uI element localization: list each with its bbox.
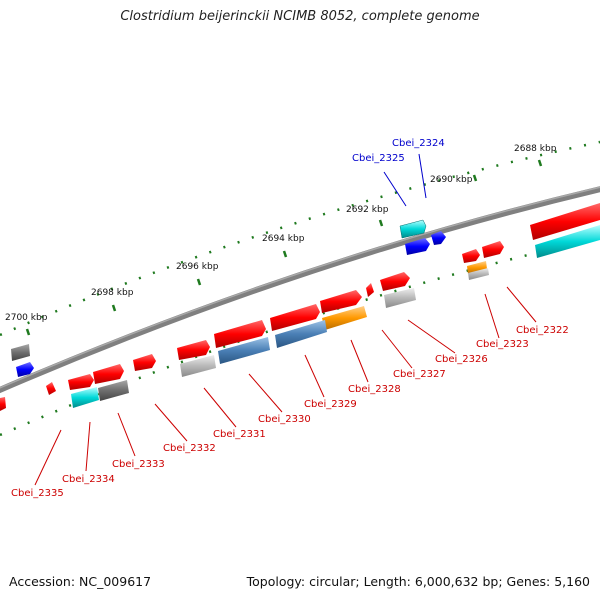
gene-red-edge[interactable] bbox=[0, 397, 6, 411]
gene-cbei-2322[interactable] bbox=[530, 203, 600, 240]
gene-cbei-2329[interactable] bbox=[275, 320, 327, 348]
gene-red-small-1[interactable] bbox=[462, 249, 480, 263]
major-tick bbox=[196, 278, 202, 286]
tick-label-2696: 2696 kbp bbox=[176, 262, 219, 272]
major-tick bbox=[111, 304, 117, 312]
reverse-features bbox=[0, 203, 600, 411]
leader-cbei-2325 bbox=[383, 171, 407, 207]
gene-cbei-2334[interactable] bbox=[71, 387, 99, 408]
major-tick bbox=[25, 328, 31, 336]
major-ticks bbox=[25, 159, 543, 336]
gene-cbei-2325[interactable] bbox=[399, 219, 427, 239]
tick-label-2690: 2690 kbp bbox=[430, 175, 473, 185]
label-cbei-2323: Cbei_2323 bbox=[476, 339, 529, 350]
tick-label-2694: 2694 kbp bbox=[262, 234, 305, 244]
gene-cbei-2327[interactable] bbox=[320, 290, 362, 313]
gene-cbei-2322-b[interactable] bbox=[535, 225, 600, 258]
label-cbei-2334: Cbei_2334 bbox=[62, 474, 115, 485]
forward-features bbox=[11, 219, 446, 377]
gene-red-tiny[interactable] bbox=[366, 283, 374, 297]
gene-cbei-2330-red[interactable] bbox=[214, 320, 266, 348]
leader-cbei-2323 bbox=[484, 293, 500, 339]
gene-cbei-2332[interactable] bbox=[133, 354, 156, 371]
gene-orange-small[interactable] bbox=[467, 261, 487, 274]
label-cbei-2327: Cbei_2327 bbox=[393, 369, 446, 380]
genome-backbone-highlight bbox=[0, 186, 600, 389]
leader-cbei-2332 bbox=[154, 403, 188, 442]
gene-cbei-2333[interactable] bbox=[98, 380, 129, 401]
major-tick bbox=[472, 174, 478, 182]
label-cbei-2328: Cbei_2328 bbox=[348, 384, 401, 395]
tick-label-2700: 2700 kbp bbox=[5, 313, 48, 323]
leader-cbei-2326 bbox=[407, 319, 456, 354]
leader-cbei-2328 bbox=[350, 339, 369, 383]
leader-cbei-2335 bbox=[34, 429, 62, 486]
gene-cbei-2334-red[interactable] bbox=[68, 374, 94, 390]
major-tick bbox=[378, 219, 384, 227]
gene-cbei-2333-red[interactable] bbox=[93, 364, 124, 384]
leader-cbei-2327 bbox=[381, 329, 413, 369]
gene-cbei-2326[interactable] bbox=[380, 272, 410, 291]
leader-cbei-2322 bbox=[506, 286, 537, 323]
label-cbei-2325: Cbei_2325 bbox=[352, 153, 405, 164]
label-cbei-2324: Cbei_2324 bbox=[392, 138, 445, 149]
gene-cbei-2323[interactable] bbox=[482, 241, 504, 258]
genome-stats-text: Topology: circular; Length: 6,000,632 bp… bbox=[246, 574, 590, 589]
label-cbei-2326: Cbei_2326 bbox=[435, 354, 488, 365]
major-tick bbox=[282, 250, 288, 258]
gene-labels: Cbei_2325 Cbei_2324 Cbei_2322 Cbei_2323 … bbox=[11, 138, 569, 499]
label-cbei-2330: Cbei_2330 bbox=[258, 414, 311, 425]
gene-feature-blue[interactable] bbox=[16, 362, 34, 377]
map-title: Clostridium beijerinckii NCIMB 8052, com… bbox=[120, 9, 480, 24]
leader-cbei-2330 bbox=[248, 373, 283, 413]
gene-cbei-2331-red[interactable] bbox=[177, 340, 210, 360]
leader-cbei-2331 bbox=[203, 387, 237, 428]
accession-text: Accession: NC_009617 bbox=[9, 574, 152, 589]
leader-cbei-2329 bbox=[304, 354, 325, 398]
label-leaders bbox=[34, 153, 537, 486]
gene-cbei-2329-red[interactable] bbox=[270, 304, 320, 331]
tick-label-2692: 2692 kbp bbox=[346, 205, 389, 215]
leader-cbei-2333 bbox=[117, 412, 136, 457]
label-cbei-2329: Cbei_2329 bbox=[304, 399, 357, 410]
gene-cbei-2324-a[interactable] bbox=[405, 238, 430, 255]
leader-cbei-2324 bbox=[418, 153, 427, 199]
leader-cbei-2334 bbox=[85, 421, 91, 472]
gene-cbei-2335[interactable] bbox=[46, 382, 56, 395]
gene-feature-dark[interactable] bbox=[11, 344, 30, 361]
gene-cbei-2328[interactable] bbox=[322, 306, 367, 330]
genome-backbone bbox=[0, 186, 600, 394]
tick-label-2688: 2688 kbp bbox=[514, 144, 557, 154]
gene-grey-2326[interactable] bbox=[384, 288, 416, 308]
gene-grey-small[interactable] bbox=[468, 268, 489, 280]
major-tick bbox=[537, 159, 543, 167]
label-cbei-2335: Cbei_2335 bbox=[11, 488, 64, 499]
tick-label-2698: 2698 kbp bbox=[91, 288, 134, 298]
gene-cbei-2324-b[interactable] bbox=[431, 231, 446, 245]
label-cbei-2333: Cbei_2333 bbox=[112, 459, 165, 470]
label-cbei-2332: Cbei_2332 bbox=[163, 443, 216, 454]
tick-ring-outer bbox=[0, 140, 600, 337]
gene-cbei-2330[interactable] bbox=[218, 337, 270, 364]
label-cbei-2331: Cbei_2331 bbox=[213, 429, 266, 440]
gene-cbei-2331[interactable] bbox=[180, 355, 216, 377]
label-cbei-2322: Cbei_2322 bbox=[516, 325, 569, 336]
